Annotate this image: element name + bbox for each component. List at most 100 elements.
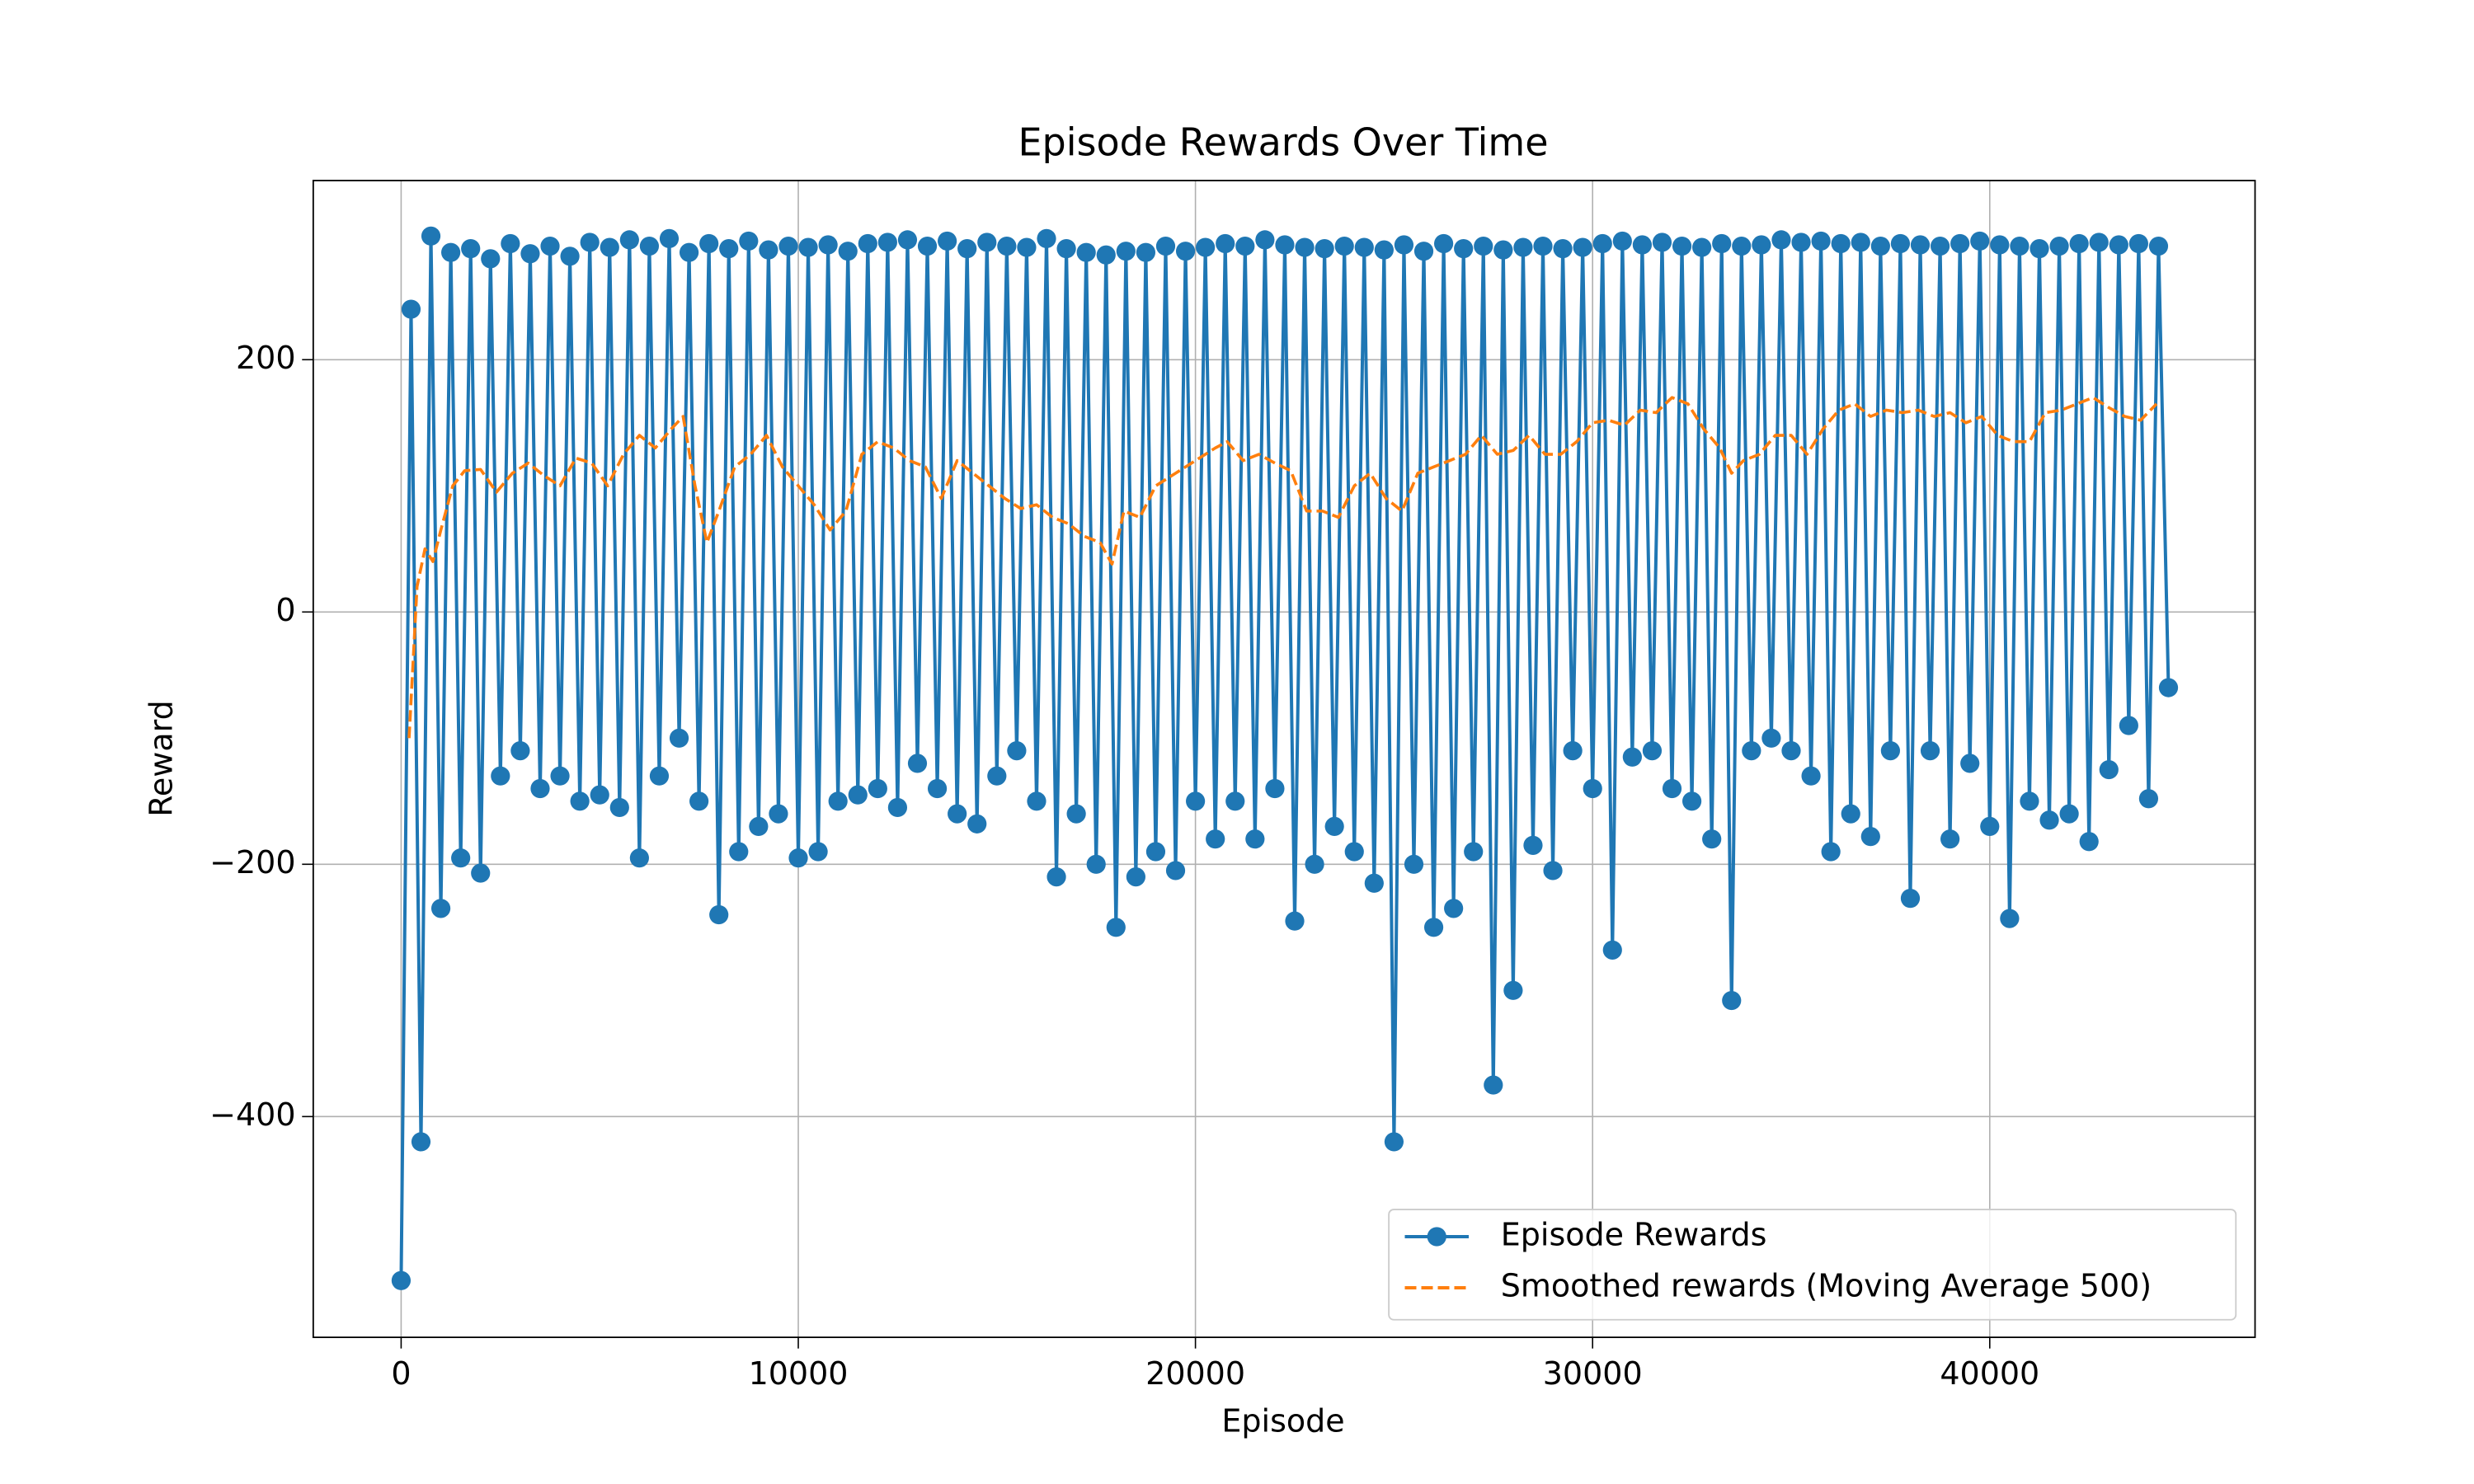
- smoothed-line: [407, 396, 2158, 739]
- point-marker: [451, 848, 471, 868]
- point-marker: [461, 239, 481, 259]
- point-marker: [699, 233, 719, 254]
- point-marker: [471, 863, 491, 883]
- point-marker: [560, 247, 580, 266]
- point-marker: [967, 814, 987, 834]
- point-marker: [1295, 237, 1315, 257]
- point-marker: [1037, 228, 1056, 248]
- point-marker: [520, 244, 540, 264]
- point-marker: [957, 239, 977, 259]
- point-marker: [1722, 990, 1742, 1011]
- x-tick-label: 30000: [1543, 1355, 1643, 1392]
- point-marker: [1612, 231, 1632, 251]
- point-marker: [391, 1270, 412, 1290]
- point-marker: [1216, 233, 1235, 254]
- y-tick-label: 200: [236, 340, 296, 376]
- point-marker: [769, 804, 788, 824]
- point-marker: [590, 785, 609, 805]
- point-marker: [609, 797, 629, 818]
- point-marker: [1404, 854, 1424, 874]
- point-marker: [1265, 778, 1285, 799]
- point-marker: [1681, 791, 1702, 811]
- point-marker: [927, 778, 948, 799]
- point-marker: [1285, 911, 1305, 931]
- point-marker: [1096, 245, 1116, 265]
- point-marker: [1890, 233, 1911, 254]
- point-marker: [1206, 829, 1225, 849]
- point-marker: [580, 232, 600, 252]
- point-marker: [441, 242, 461, 262]
- point-marker: [1315, 239, 1334, 259]
- point-marker: [2119, 716, 2138, 735]
- point-marker: [1116, 242, 1136, 261]
- point-marker: [1384, 1132, 1404, 1152]
- point-marker: [987, 766, 1007, 786]
- point-marker: [1880, 740, 1900, 761]
- point-marker: [709, 904, 729, 925]
- point-marker: [1543, 861, 1563, 881]
- chart-title: Episode Rewards Over Time: [1018, 120, 1548, 165]
- point-marker: [1235, 236, 1255, 256]
- point-marker: [1364, 873, 1384, 893]
- point-marker: [649, 766, 670, 786]
- point-marker: [1632, 235, 1652, 255]
- point-marker: [828, 791, 848, 811]
- point-marker: [669, 728, 689, 748]
- point-marker: [510, 740, 530, 761]
- point-marker: [2138, 789, 2159, 809]
- point-marker: [619, 230, 639, 250]
- point-marker: [778, 236, 798, 256]
- point-marker: [719, 239, 739, 259]
- point-marker: [897, 230, 918, 250]
- plot-area: [391, 226, 2179, 1290]
- point-marker: [1662, 778, 1682, 799]
- point-marker: [2049, 236, 2069, 256]
- point-marker: [848, 785, 868, 805]
- legend-marker: [1427, 1227, 1446, 1247]
- point-marker: [1503, 980, 1523, 1000]
- point-marker: [1841, 804, 1860, 824]
- point-marker: [759, 240, 778, 260]
- point-marker: [1027, 791, 1047, 811]
- point-marker: [1712, 233, 1732, 254]
- point-marker: [1801, 766, 1821, 786]
- point-marker: [1602, 940, 1622, 960]
- legend-label: Smoothed rewards (Moving Average 500): [1501, 1268, 2152, 1304]
- point-marker: [1334, 236, 1354, 256]
- point-marker: [1761, 728, 1781, 748]
- point-marker: [1354, 237, 1374, 257]
- point-marker: [1950, 233, 1970, 254]
- point-marker: [1017, 237, 1037, 257]
- point-marker: [1305, 854, 1324, 874]
- point-marker: [1423, 918, 1444, 937]
- point-marker: [1374, 240, 1394, 260]
- point-marker: [1930, 236, 1950, 256]
- point-marker: [1145, 842, 1166, 862]
- point-marker: [629, 848, 649, 868]
- point-marker: [2039, 810, 2059, 830]
- point-marker: [2089, 232, 2109, 252]
- point-marker: [1781, 740, 1801, 761]
- point-marker: [1622, 747, 1642, 767]
- point-marker: [1752, 235, 1771, 255]
- point-marker: [938, 231, 957, 251]
- point-marker: [1245, 829, 1265, 849]
- point-marker: [1106, 918, 1126, 937]
- point-marker: [1255, 230, 1275, 250]
- point-marker: [1444, 899, 1464, 918]
- point-marker: [1523, 835, 1543, 855]
- x-tick-label: 0: [391, 1355, 411, 1392]
- point-marker: [1900, 889, 1921, 909]
- point-marker: [1771, 230, 1791, 250]
- point-marker: [808, 842, 828, 862]
- point-marker: [1196, 237, 1216, 257]
- point-marker: [401, 299, 421, 319]
- point-marker: [481, 249, 501, 269]
- point-marker: [1990, 235, 2010, 255]
- series-line: [399, 234, 2171, 1281]
- point-marker: [1275, 235, 1295, 255]
- point-marker: [997, 236, 1017, 256]
- point-marker: [1155, 236, 1176, 256]
